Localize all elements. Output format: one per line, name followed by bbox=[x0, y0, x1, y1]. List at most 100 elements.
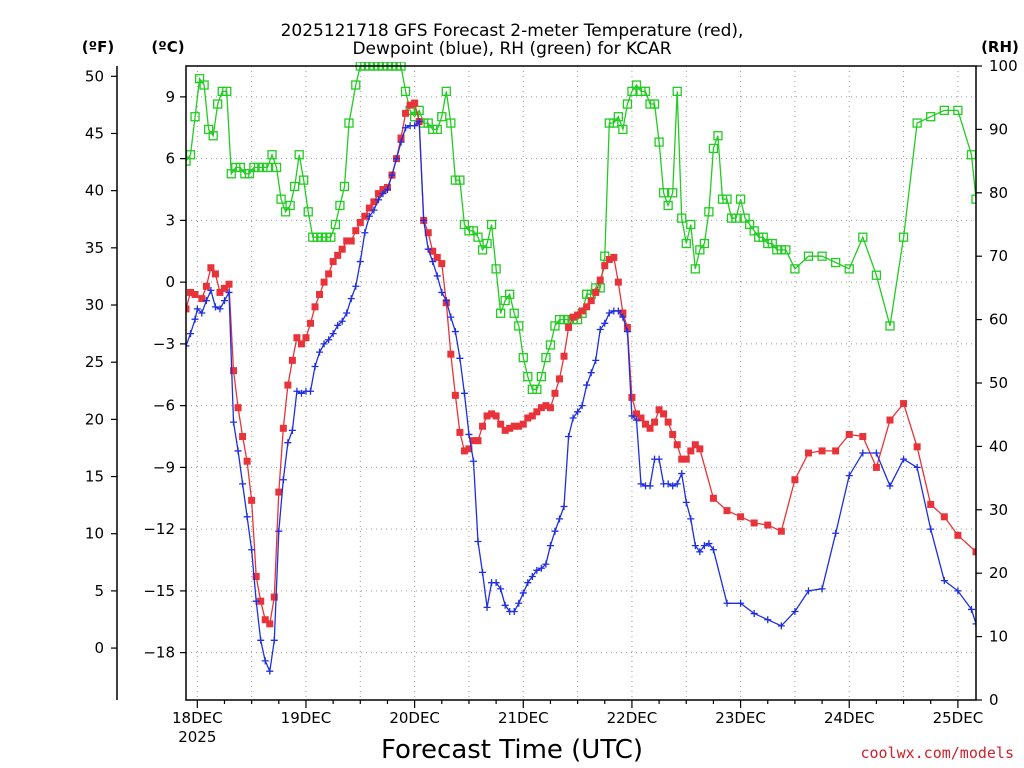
temperature-point bbox=[483, 412, 491, 420]
dewpoint-point bbox=[415, 118, 423, 126]
fahrenheit-tick-label: 40 bbox=[85, 182, 104, 200]
rh-tick-label: 20 bbox=[989, 564, 1008, 582]
fahrenheit-tick-label: 15 bbox=[85, 468, 104, 486]
dewpoint-point bbox=[261, 657, 269, 665]
rh-point bbox=[518, 352, 528, 363]
dewpoint-point bbox=[592, 356, 600, 364]
temperature-point bbox=[592, 288, 600, 296]
temperature-point bbox=[546, 404, 554, 412]
rh-point bbox=[731, 213, 741, 223]
dewpoint-point bbox=[352, 282, 360, 290]
temperature-point bbox=[859, 433, 867, 441]
dewpoint-point bbox=[673, 480, 681, 488]
dewpoint-point bbox=[596, 325, 604, 333]
temperature-point bbox=[479, 422, 487, 430]
rh-point bbox=[681, 238, 691, 249]
dewpoint-point bbox=[533, 566, 541, 574]
temperature-point bbox=[519, 420, 527, 428]
rh-point bbox=[414, 105, 424, 116]
dewpoint-point bbox=[334, 321, 342, 329]
dewpoint-point bbox=[402, 124, 410, 132]
temperature-point bbox=[293, 334, 301, 342]
temperature-point bbox=[515, 422, 523, 430]
rh-point bbox=[290, 181, 300, 192]
temperature-point bbox=[411, 99, 419, 107]
plot-area bbox=[185, 65, 977, 701]
dewpoint-point bbox=[365, 212, 373, 220]
dewpoint-point bbox=[927, 525, 935, 533]
temperature-point bbox=[642, 420, 650, 428]
dewpoint-point bbox=[438, 288, 446, 296]
temperature-point bbox=[379, 186, 387, 194]
rh-point bbox=[649, 99, 660, 109]
dewpoint-point bbox=[967, 605, 975, 613]
dewpoint-point bbox=[320, 340, 328, 348]
temperature-point bbox=[302, 334, 310, 342]
x-tick-sublabel: 2025 bbox=[178, 728, 216, 746]
rh-point bbox=[722, 194, 732, 204]
celsius-tick-label: 0 bbox=[165, 273, 175, 291]
temperature-point bbox=[334, 251, 342, 259]
dewpoint-point bbox=[972, 620, 976, 628]
celsius-tick-label: −3 bbox=[153, 335, 175, 353]
dewpoint-point bbox=[191, 315, 199, 323]
dewpoint-point bbox=[275, 527, 283, 535]
temperature-point bbox=[429, 247, 437, 255]
dewpoint-point bbox=[284, 439, 292, 447]
rh-point bbox=[885, 321, 895, 331]
x-tick-label: 23DEC bbox=[715, 709, 766, 727]
rh-tick-label: 30 bbox=[989, 501, 1008, 519]
dewpoint-point bbox=[239, 480, 247, 488]
temperature-point bbox=[320, 278, 328, 286]
rh-point bbox=[858, 232, 868, 242]
rh-point bbox=[686, 219, 696, 230]
temperature-point bbox=[696, 445, 704, 453]
dewpoint-point bbox=[234, 447, 242, 455]
temperature-point bbox=[465, 445, 473, 453]
rh-point bbox=[803, 251, 814, 261]
rh-point bbox=[663, 200, 673, 211]
dewpoint-point bbox=[388, 171, 396, 179]
dewpoint-point bbox=[186, 342, 190, 350]
rh-tick-label: 70 bbox=[989, 247, 1008, 265]
dewpoint-point bbox=[370, 206, 378, 214]
x-tick-label: 25DEC bbox=[933, 709, 984, 727]
dewpoint-point bbox=[750, 610, 758, 618]
temperature-point bbox=[737, 513, 745, 521]
temperature-point bbox=[288, 356, 296, 364]
celsius-tick-label: 6 bbox=[165, 150, 175, 168]
dewpoint-point bbox=[646, 482, 654, 490]
temperature-point bbox=[637, 414, 645, 422]
temperature-point bbox=[297, 340, 305, 348]
rh-point bbox=[455, 175, 465, 185]
temperature-point bbox=[777, 527, 785, 535]
rh-point bbox=[473, 232, 483, 242]
dewpoint-point bbox=[818, 585, 826, 593]
watermark: coolwx.com/models bbox=[860, 744, 1014, 762]
dewpoint-point bbox=[601, 319, 609, 327]
dewpoint-point bbox=[696, 548, 704, 556]
rh-tick-label: 100 bbox=[989, 57, 1018, 75]
dewpoint-point bbox=[705, 540, 713, 548]
dewpoint-point bbox=[198, 309, 206, 317]
rh-point bbox=[939, 105, 949, 116]
rh-point bbox=[613, 112, 623, 122]
chart-title-line2: Dewpoint (blue), RH (green) for KCAR bbox=[352, 39, 671, 59]
dewpoint-point bbox=[528, 572, 536, 580]
dewpoint-point bbox=[913, 463, 921, 471]
dewpoint-point bbox=[347, 295, 355, 303]
dewpoint-point bbox=[329, 330, 337, 338]
dewpoint-point bbox=[501, 601, 509, 609]
x-tick-label: 20DEC bbox=[389, 709, 440, 727]
dewpoint-point bbox=[565, 433, 573, 441]
rh-point bbox=[844, 264, 854, 274]
dewpoint-point bbox=[524, 579, 532, 587]
rh-point bbox=[486, 219, 497, 230]
dewpoint-point bbox=[460, 389, 468, 397]
temperature-point bbox=[220, 284, 228, 292]
temperature-point bbox=[338, 245, 346, 253]
dewpoint-point bbox=[940, 577, 948, 585]
rh-point bbox=[654, 137, 664, 147]
rh-tick-label: 50 bbox=[989, 374, 1008, 392]
